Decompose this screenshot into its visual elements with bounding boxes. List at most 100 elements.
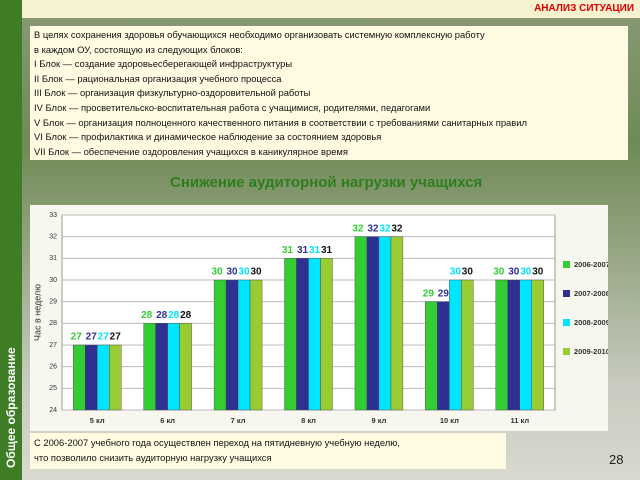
chart-title: Снижение аудиторной нагрузки учащихся xyxy=(170,174,483,191)
bar xyxy=(507,279,520,411)
bar xyxy=(179,323,192,411)
data-label: 30 xyxy=(462,267,474,278)
bar xyxy=(213,279,227,411)
bar xyxy=(97,344,110,411)
bar xyxy=(495,279,508,411)
legend-swatch xyxy=(563,261,570,268)
data-label: 30 xyxy=(239,267,251,278)
x-tick-label: 7 кл xyxy=(231,416,246,425)
page-number: 28 xyxy=(609,452,624,467)
data-label: 30 xyxy=(508,267,520,278)
bar xyxy=(449,279,462,411)
note-box: С 2006-2007 учебного года осуществлен пе… xyxy=(30,433,506,469)
text-line: В целях сохранения здоровья обучающихся … xyxy=(34,29,485,40)
text-line: II Блок — рациональная организация учебн… xyxy=(34,72,282,84)
legend-swatch xyxy=(563,348,570,355)
y-tick-label: 24 xyxy=(49,407,57,414)
y-tick-label: 30 xyxy=(49,277,57,284)
side-strip: Общее образование xyxy=(0,0,22,480)
x-tick-label: 6 кл xyxy=(160,416,175,425)
text-line: III Блок — организация физкультурно-оздо… xyxy=(34,87,311,99)
data-label: 31 xyxy=(282,245,294,256)
data-label: 27 xyxy=(98,332,110,343)
bar xyxy=(320,258,333,411)
data-label: 28 xyxy=(141,310,153,321)
bar xyxy=(249,279,263,411)
text-line: С 2006-2007 учебного года осуществлен пе… xyxy=(34,437,400,448)
bar xyxy=(225,279,239,411)
x-tick-label: 11 кл xyxy=(510,416,529,425)
data-label: 29 xyxy=(423,288,435,299)
legend-label: 2007-2008 xyxy=(574,289,608,298)
y-tick-label: 33 xyxy=(49,212,57,219)
data-label: 27 xyxy=(71,332,83,343)
data-label: 31 xyxy=(297,245,309,256)
intro-box: В целях сохранения здоровья обучающихся … xyxy=(30,26,628,160)
y-tick-label: 27 xyxy=(49,342,57,349)
bar xyxy=(308,258,321,411)
x-tick-label: 10 кл xyxy=(440,416,459,425)
y-tick-label: 29 xyxy=(49,299,57,306)
data-label: 27 xyxy=(86,332,98,343)
data-label: 31 xyxy=(321,245,333,256)
bar xyxy=(85,344,98,411)
bar xyxy=(531,279,544,411)
data-label: 27 xyxy=(110,332,122,343)
legend-swatch xyxy=(563,290,570,297)
data-label: 30 xyxy=(493,267,505,278)
bar xyxy=(461,279,474,411)
text-line: VII Блок — обеспечение оздоровления учащ… xyxy=(34,145,348,157)
data-label: 30 xyxy=(450,267,462,278)
bar xyxy=(437,301,450,411)
bar xyxy=(143,323,156,411)
bar xyxy=(237,279,251,411)
y-tick-label: 26 xyxy=(49,364,57,371)
data-label: 31 xyxy=(309,245,321,256)
section-title: АНАЛИЗ СИТУАЦИИ xyxy=(534,3,634,14)
bar xyxy=(296,258,309,411)
bar xyxy=(284,258,297,411)
legend-label: 2009-2010 xyxy=(574,347,608,356)
bar xyxy=(155,323,168,411)
data-label: 30 xyxy=(520,267,532,278)
bar xyxy=(519,279,532,411)
legend-label: 2008-2009 xyxy=(574,318,608,327)
data-label: 32 xyxy=(379,223,391,234)
data-label: 28 xyxy=(180,310,192,321)
y-tick-label: 31 xyxy=(49,255,57,262)
data-label: 29 xyxy=(438,288,450,299)
data-label: 28 xyxy=(168,310,180,321)
data-label: 30 xyxy=(227,267,239,278)
data-label: 28 xyxy=(156,310,168,321)
side-label: Общее образование xyxy=(4,347,18,468)
bar xyxy=(425,301,438,411)
text-line: IV Блок — просветительско-воспитательная… xyxy=(34,101,431,113)
bar xyxy=(390,236,404,411)
data-label: 32 xyxy=(352,223,364,234)
y-tick-label: 28 xyxy=(49,320,57,327)
data-label: 30 xyxy=(251,267,263,278)
y-axis-label: Час в неделю xyxy=(32,284,42,341)
bar xyxy=(167,323,180,411)
y-tick-label: 25 xyxy=(49,385,57,392)
data-label: 32 xyxy=(367,223,379,234)
text-line: V Блок — организация полноценного качест… xyxy=(34,116,527,128)
header-band xyxy=(0,0,640,18)
data-label: 30 xyxy=(532,267,544,278)
bar xyxy=(354,236,368,411)
bar xyxy=(73,344,86,411)
x-tick-label: 5 кл xyxy=(90,416,105,425)
legend-swatch xyxy=(563,319,570,326)
data-label: 30 xyxy=(212,267,224,278)
data-label: 32 xyxy=(391,223,403,234)
y-tick-label: 32 xyxy=(49,234,57,241)
text-line: VI Блок — профилактика и динамическое на… xyxy=(34,131,382,143)
text-line: I Блок — создание здоровьесберегающей ин… xyxy=(34,58,293,70)
text-line: что позволило снизить аудиторную нагрузк… xyxy=(34,451,272,463)
legend-label: 2006-2007 xyxy=(574,260,608,269)
bar xyxy=(109,344,122,411)
bar xyxy=(378,236,392,411)
x-tick-label: 9 кл xyxy=(371,416,386,425)
